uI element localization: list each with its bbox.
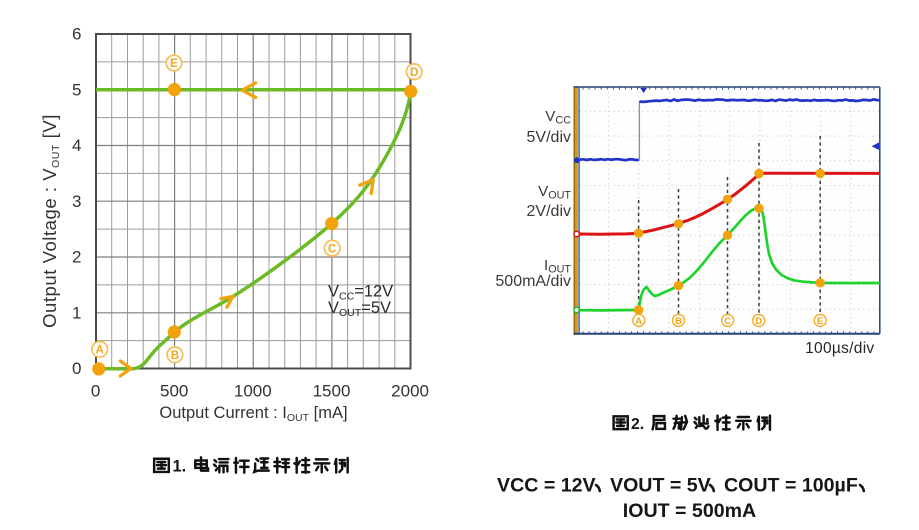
- svg-text:VOUT: VOUT: [538, 183, 571, 202]
- svg-text:VCC = 12V: VCC = 12V: [497, 475, 596, 497]
- svg-text:3: 3: [72, 192, 81, 211]
- svg-text:2.: 2.: [631, 416, 644, 433]
- svg-text:500: 500: [160, 382, 188, 401]
- svg-text:5V/div: 5V/div: [527, 129, 571, 146]
- svg-text:2V/div: 2V/div: [527, 203, 571, 220]
- svg-text:1500: 1500: [313, 382, 351, 401]
- svg-text:COUT = 100µF: COUT = 100µF: [724, 475, 858, 497]
- svg-text:Output Current : IOUT [mA]: Output Current : IOUT [mA]: [159, 404, 347, 424]
- svg-text:IOUT = 500mA: IOUT = 500mA: [623, 500, 756, 522]
- svg-text:B: B: [675, 316, 682, 327]
- svg-text:6: 6: [72, 25, 81, 44]
- svg-text:A: A: [96, 344, 104, 356]
- svg-text:C: C: [328, 243, 336, 255]
- svg-text:1.: 1.: [173, 458, 187, 476]
- svg-text:D: D: [755, 316, 762, 327]
- svg-text:D: D: [410, 67, 418, 79]
- svg-text:E: E: [817, 316, 823, 327]
- svg-text:C: C: [724, 316, 731, 327]
- svg-text:A: A: [635, 316, 642, 327]
- svg-text:5: 5: [72, 80, 81, 99]
- svg-text:1: 1: [72, 303, 81, 322]
- svg-text:100µs/div: 100µs/div: [805, 340, 874, 357]
- svg-text:0: 0: [72, 359, 81, 378]
- svg-text:500mA/div: 500mA/div: [495, 273, 571, 290]
- svg-text:Output Voltage : VOUT [V]: Output Voltage : VOUT [V]: [39, 114, 62, 328]
- svg-text:0: 0: [91, 382, 100, 401]
- svg-text:VOUT=5V: VOUT=5V: [328, 299, 391, 319]
- svg-text:2: 2: [72, 248, 81, 267]
- svg-text:4: 4: [72, 136, 81, 155]
- svg-text:VCC: VCC: [545, 108, 571, 127]
- svg-text:B: B: [171, 350, 179, 362]
- svg-text:2000: 2000: [391, 382, 429, 401]
- svg-text:1000: 1000: [234, 382, 272, 401]
- svg-text:VOUT = 5V: VOUT = 5V: [610, 475, 711, 497]
- svg-text:E: E: [170, 58, 178, 70]
